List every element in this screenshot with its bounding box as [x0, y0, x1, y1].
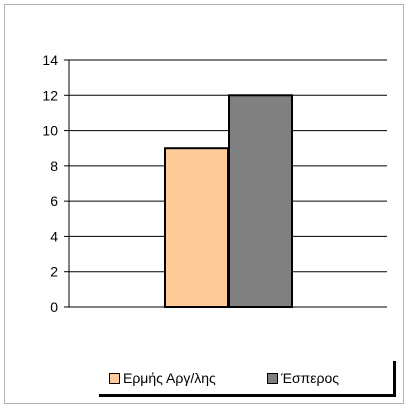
y-tick-label: 8 [50, 158, 58, 174]
legend-label-esperos: Έσπερος [281, 370, 340, 386]
y-tick-label: 0 [50, 299, 58, 315]
y-tick-label: 14 [42, 52, 58, 68]
bar [164, 147, 229, 308]
y-tick-label: 2 [50, 264, 58, 280]
legend: Ερμής Αργ/λης Έσπερος [99, 361, 396, 397]
y-tick-label: 12 [42, 87, 58, 103]
legend-item-ermis: Ερμής Αργ/λης [109, 370, 216, 386]
bars [164, 94, 293, 308]
y-axis-ticks: 0 2 4 6 8 10 12 14 [42, 52, 58, 315]
legend-swatch-ermis [109, 372, 120, 384]
chart-frame [4, 4, 404, 404]
y-tick-label: 4 [50, 228, 58, 244]
legend-label-ermis: Ερμής Αργ/λης [123, 370, 216, 386]
y-tick-label: 10 [42, 123, 58, 139]
y-tick-label: 6 [50, 193, 58, 209]
bar [228, 94, 293, 308]
gridlines [69, 59, 387, 273]
legend-swatch-esperos [267, 372, 278, 384]
legend-item-esperos: Έσπερος [267, 370, 339, 386]
